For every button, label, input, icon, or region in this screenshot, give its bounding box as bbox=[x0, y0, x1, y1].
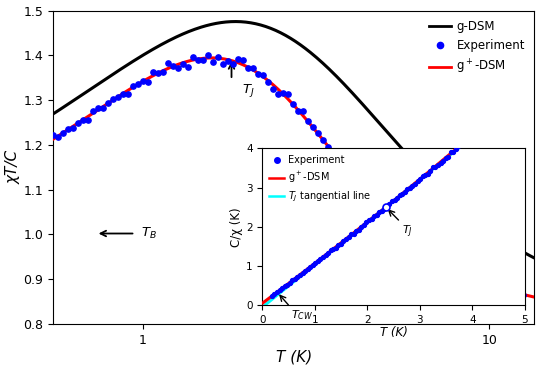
g-DSM bbox=[537, 259, 540, 263]
Experiment bbox=[50, 133, 56, 138]
Experiment bbox=[385, 216, 392, 221]
Experiment bbox=[135, 82, 141, 86]
Legend: g-DSM, Experiment, g$^+$-DSM: g-DSM, Experiment, g$^+$-DSM bbox=[426, 16, 529, 80]
Experiment bbox=[205, 53, 211, 57]
Y-axis label: χT/C: χT/C bbox=[5, 150, 21, 184]
g$^+$-DSM bbox=[354, 181, 361, 185]
g$^+$-DSM bbox=[101, 103, 107, 108]
g$^+$-DSM bbox=[239, 62, 245, 67]
g-DSM bbox=[239, 20, 245, 24]
Experiment bbox=[405, 233, 411, 238]
g-DSM bbox=[233, 19, 239, 24]
X-axis label: T (K): T (K) bbox=[275, 349, 312, 364]
g-DSM bbox=[203, 23, 210, 28]
g$^+$-DSM bbox=[208, 56, 214, 60]
g-DSM bbox=[354, 97, 361, 101]
g-DSM bbox=[403, 151, 409, 155]
Experiment bbox=[375, 205, 381, 210]
g$^+$-DSM bbox=[537, 296, 540, 300]
Experiment bbox=[70, 126, 77, 130]
Line: g-DSM: g-DSM bbox=[45, 21, 540, 261]
Experiment bbox=[519, 293, 526, 297]
g-DSM bbox=[101, 78, 107, 82]
g$^+$-DSM bbox=[42, 142, 48, 147]
Experiment bbox=[400, 226, 406, 230]
g-DSM bbox=[400, 148, 407, 152]
Text: $T_J$: $T_J$ bbox=[242, 82, 254, 99]
Line: Experiment: Experiment bbox=[51, 53, 525, 298]
g$^+$-DSM bbox=[403, 231, 409, 236]
g$^+$-DSM bbox=[203, 56, 210, 60]
Text: $T_B$: $T_B$ bbox=[141, 226, 157, 241]
g$^+$-DSM bbox=[400, 229, 407, 233]
Line: g$^+$-DSM: g$^+$-DSM bbox=[45, 58, 540, 298]
g-DSM bbox=[42, 117, 48, 122]
